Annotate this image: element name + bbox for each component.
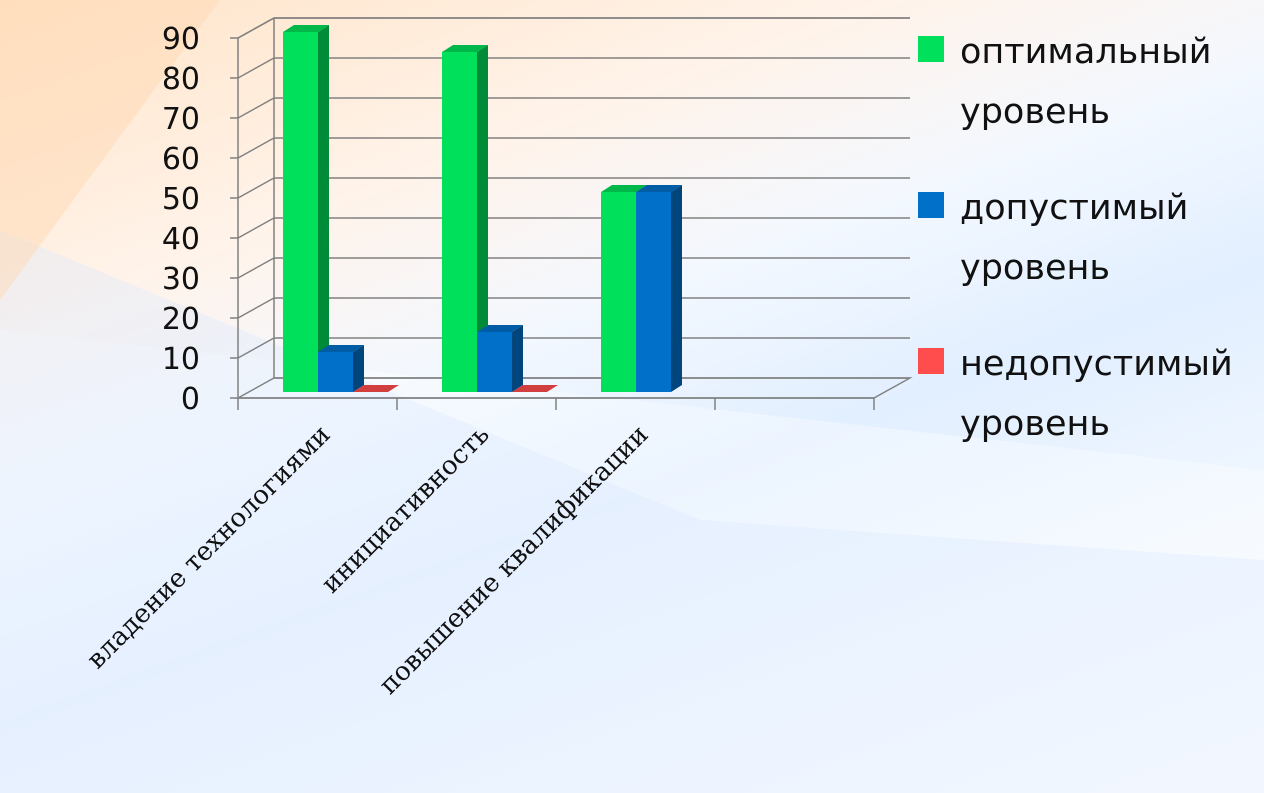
bar-front xyxy=(636,192,671,392)
legend-swatch xyxy=(918,192,944,218)
bar-side xyxy=(477,45,488,392)
axes xyxy=(230,37,875,410)
y-tick-label: 60 xyxy=(162,142,200,177)
bar-top xyxy=(353,385,399,392)
gridline-side xyxy=(237,17,275,39)
legend-label: недопустимый уровень xyxy=(960,344,1233,444)
y-tick-label: 70 xyxy=(162,102,200,137)
bar xyxy=(318,345,364,392)
bar-side xyxy=(671,185,682,392)
bar xyxy=(477,325,523,392)
legend-label: оптимальный уровень xyxy=(960,32,1212,132)
bars xyxy=(283,25,682,392)
y-tick-label: 30 xyxy=(162,262,200,297)
gridline-side xyxy=(237,177,275,199)
legend-swatch xyxy=(918,348,944,374)
bar-front xyxy=(442,52,477,392)
bar-top xyxy=(442,45,488,52)
bar-top xyxy=(636,185,682,192)
bar-top xyxy=(601,185,647,192)
bar xyxy=(636,185,682,392)
y-tick-label: 80 xyxy=(162,62,200,97)
legend-label: допустимый уровень xyxy=(960,188,1189,288)
gridline-side xyxy=(237,337,275,359)
chart-walls xyxy=(235,17,913,399)
x-category-label: инициативность xyxy=(316,420,496,600)
bar-top xyxy=(477,325,523,332)
gridlines xyxy=(237,17,910,379)
bar xyxy=(283,25,329,392)
gridline-side xyxy=(237,257,275,279)
gridline-side xyxy=(237,57,275,79)
gridline-side xyxy=(237,297,275,319)
y-tick-label: 0 xyxy=(181,382,200,417)
y-axis-tick-labels: 0 10 20 30 40 50 60 70 80 90 xyxy=(162,22,200,417)
legend-swatch xyxy=(918,36,944,62)
gridline-side xyxy=(237,137,275,159)
bar-front xyxy=(477,332,512,392)
gridline-side xyxy=(237,217,275,239)
x-category-label: повышение квалификации xyxy=(374,420,655,701)
bar-top xyxy=(318,345,364,352)
bar-side xyxy=(512,325,523,392)
y-tick-label: 40 xyxy=(162,222,200,257)
gridline-side xyxy=(237,97,275,119)
bar-front xyxy=(601,192,636,392)
bar xyxy=(353,385,399,392)
bar-top xyxy=(512,385,558,392)
bar-side xyxy=(353,345,364,392)
bar-side xyxy=(318,25,329,392)
y-tick-label: 50 xyxy=(162,182,200,217)
y-tick-label: 90 xyxy=(162,22,200,57)
bar-top xyxy=(283,25,329,32)
x-category-label: владение технологиями xyxy=(81,420,336,675)
bar-front xyxy=(283,32,318,392)
back-wall-top xyxy=(237,17,910,39)
bar xyxy=(442,45,488,392)
x-axis-category-labels: владение технологиямиинициативностьповыш… xyxy=(81,420,654,701)
bar xyxy=(512,385,558,392)
y-tick-label: 20 xyxy=(162,302,200,337)
bar-front xyxy=(318,352,353,392)
y-tick-label: 10 xyxy=(162,342,200,377)
